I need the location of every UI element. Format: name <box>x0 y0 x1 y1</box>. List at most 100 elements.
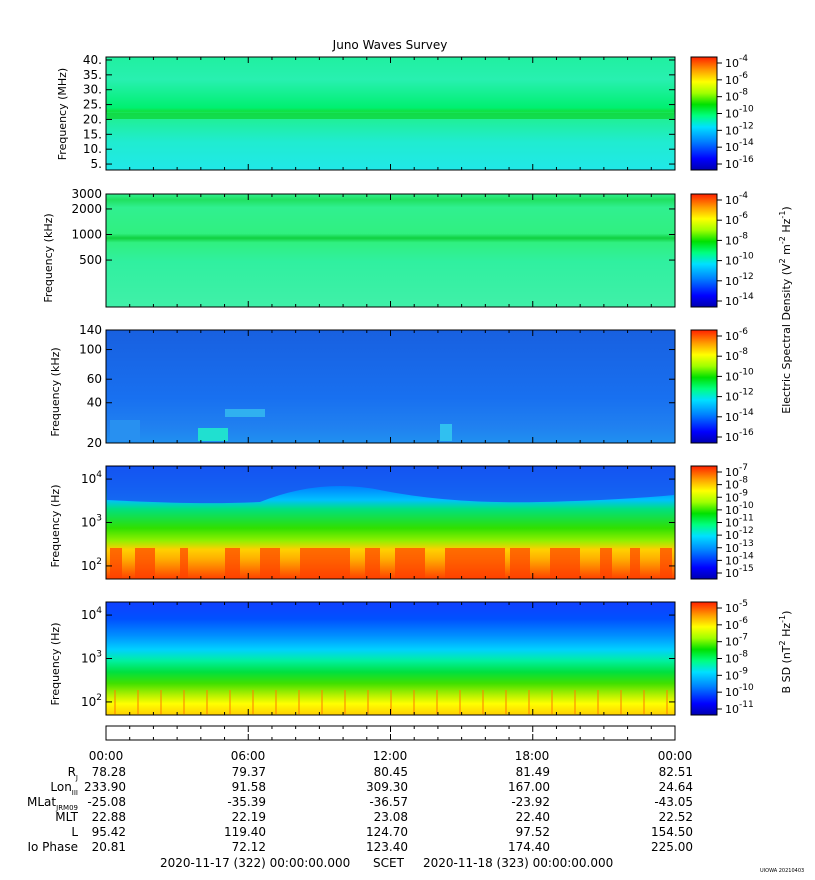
colorbar-tick-label: 10-7 <box>725 633 748 649</box>
emission-streak <box>395 548 425 578</box>
ylabel-lfr-low: Frequency (Hz) <box>49 485 62 568</box>
ytick-label: 104 <box>81 470 102 486</box>
ephemeris-value: 80.45 <box>374 765 408 779</box>
band-20mhz <box>107 113 674 119</box>
ephemeris-value: 20.81 <box>92 840 126 854</box>
watermark: UIOWA 20210403 <box>760 868 804 874</box>
ephemeris-value: 22.88 <box>92 810 126 824</box>
time-label: 12:00 <box>373 749 408 763</box>
ytick-label: 102 <box>81 693 102 709</box>
ytick-label: 3000 <box>71 187 102 201</box>
colorbar-tick-label: 10-11 <box>725 700 754 716</box>
emission-patch-1 <box>198 428 228 441</box>
ytick-label: 102 <box>81 557 102 573</box>
emission-streak <box>445 548 505 578</box>
emission-streak <box>365 548 380 578</box>
ephemeris-value: 124.70 <box>366 825 408 839</box>
time-label: 00:00 <box>89 749 124 763</box>
ylabel-lfr-high: Frequency (kHz) <box>49 347 62 436</box>
colorbar-label-magnetic: B SD (nT2 Hz-1) <box>778 611 793 694</box>
emission-streaks-lfr <box>110 548 672 578</box>
ephemeris-value: -36.57 <box>369 795 408 809</box>
colorbar-tick-label: 10-10 <box>725 683 754 699</box>
ytick-label: 103 <box>81 650 102 666</box>
ephemeris-value: 119.40 <box>224 825 266 839</box>
colorbar-tick-label: 10-15 <box>725 564 754 580</box>
emission-patch-4 <box>110 420 140 441</box>
emission-streak <box>110 548 122 578</box>
colorbar-tick-label: 10-9 <box>725 666 748 682</box>
ephemeris-value: -35.39 <box>227 795 266 809</box>
footer-scet: SCET <box>373 856 405 870</box>
ephemeris-value: 24.64 <box>659 780 693 794</box>
ytick-label: 104 <box>81 606 102 622</box>
colorbar-tick-label: 10-16 <box>725 428 754 444</box>
ytick-label: 10. <box>83 142 102 156</box>
colorbar-tick-label: 10-12 <box>725 388 754 404</box>
ytick-label: 20 <box>87 436 102 450</box>
emission-streak <box>180 548 188 578</box>
ephemeris-value: 97.52 <box>516 825 550 839</box>
colorbar-tick-label: 10-12 <box>725 526 754 542</box>
colorbar-tick-label: 10-4 <box>725 191 748 207</box>
emission-patch-3 <box>440 424 452 441</box>
yticks-lfr-high: 140 100 60 40 20 <box>79 323 675 450</box>
ytick-label: 500 <box>79 253 102 267</box>
colorbar-tick-label: 10-11 <box>725 514 754 530</box>
footer-end-time: 2020-11-18 (323) 00:00:00.000 <box>423 856 613 870</box>
spectrogram-hfr-low <box>105 193 676 308</box>
yticks-magnetic: 104 103 102 <box>81 606 675 709</box>
xticks-lfr-high <box>105 330 676 443</box>
ephemeris-value: 154.50 <box>651 825 693 839</box>
colorbar-tick-label: 10-8 <box>725 650 748 666</box>
colorbar-tick-label: 10-8 <box>725 88 748 104</box>
emission-streak <box>260 548 280 578</box>
colorbar-tick-label: 10-8 <box>725 476 748 492</box>
ephemeris-value: 22.52 <box>659 810 693 824</box>
colorbar-tick-label: 10-16 <box>725 155 754 171</box>
ephemeris-value: 81.49 <box>516 765 550 779</box>
ephemeris-value: -23.92 <box>511 795 550 809</box>
colorbar-tick-label: 10-6 <box>725 71 748 87</box>
time-label: 18:00 <box>515 749 550 763</box>
ytick-label: 100 <box>79 343 102 357</box>
ephemeris-value: 225.00 <box>651 840 693 854</box>
ytick-label: 103 <box>81 514 102 530</box>
colorbar-tick-label: 10-10 <box>725 252 754 268</box>
ephemeris-value: 22.40 <box>516 810 550 824</box>
ytick-label: 60 <box>87 372 102 386</box>
colorbar-hfr-low <box>690 193 718 308</box>
ephemeris-value: 309.30 <box>366 780 408 794</box>
panel-hfr-high: Frequency (MHz) 40.35.30.25.20.15.10.5. … <box>56 53 754 171</box>
colorbar-tick-label: 10-9 <box>725 488 748 504</box>
time-label: 06:00 <box>231 749 266 763</box>
ephemeris-row-label: RJ <box>68 765 78 782</box>
ephemeris-value: 91.58 <box>232 780 266 794</box>
ytick-label: 40 <box>87 396 102 410</box>
colorbar-lfr-low <box>690 465 718 580</box>
ytick-label: 40. <box>83 53 102 67</box>
colorbar-tick-label: 10-8 <box>725 231 748 247</box>
colorbar-tick-label: 10-7 <box>725 463 748 479</box>
colorbar-ticks-hfr-low: 10-4 10-6 10-8 10-10 10-12 10-14 <box>717 191 754 308</box>
time-label: 00:00 <box>658 749 693 763</box>
spectrogram-lfr-high <box>105 329 676 444</box>
ylabel-magnetic: Frequency (Hz) <box>49 623 62 706</box>
figure-title: Juno Waves Survey <box>332 38 448 52</box>
emission-streak <box>300 548 350 578</box>
ephemeris-row-label: MLatJRM09 <box>27 795 78 812</box>
colorbar-tick-label: 10-4 <box>725 54 748 70</box>
time-axis-ticks <box>105 726 676 740</box>
ephemeris-value: -25.08 <box>87 795 126 809</box>
colorbar-tick-label: 10-14 <box>725 551 754 567</box>
panel-lfr-low: Frequency (Hz) 104 103 102 10-710-810-9 10-… <box>49 463 754 580</box>
ytick-label: 25. <box>83 98 102 112</box>
colorbar-label-electric: Electric Spectral Density (V2 m-2 Hz-1) <box>778 206 793 413</box>
ephemeris-row-label: Io Phase <box>27 840 78 854</box>
footer-start-time: 2020-11-17 (322) 00:00:00.000 <box>160 856 350 870</box>
